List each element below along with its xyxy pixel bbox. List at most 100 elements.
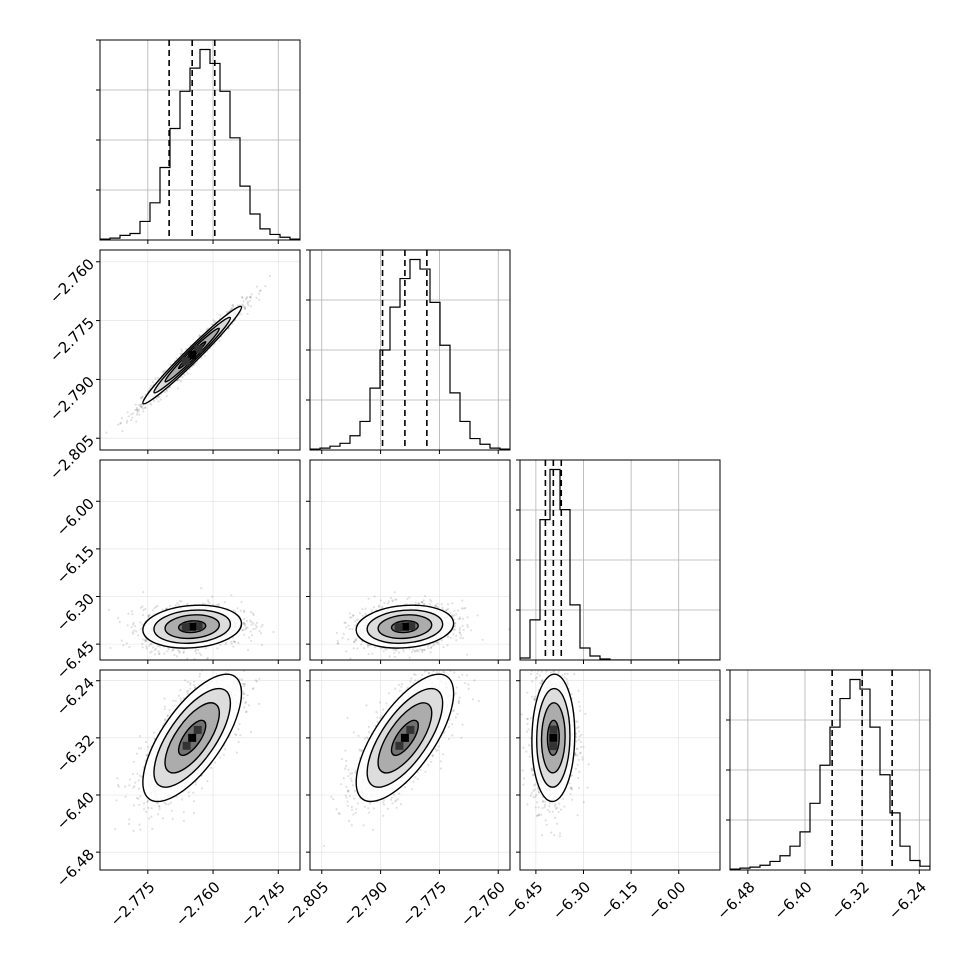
scatter-point <box>135 408 138 411</box>
scatter-point <box>126 411 129 414</box>
scatter-point <box>194 650 197 653</box>
scatter-point <box>232 645 235 648</box>
scatter-point <box>179 699 183 702</box>
scatter-point <box>250 639 253 642</box>
scatter-point <box>363 647 366 650</box>
scatter-point <box>381 605 384 608</box>
scatter-point <box>230 594 233 597</box>
scatter-point <box>249 295 252 298</box>
scatter-point <box>166 715 169 718</box>
panel-1-0 <box>96 249 301 454</box>
scatter-point <box>188 795 191 798</box>
scatter-point <box>459 636 462 640</box>
scatter-point <box>458 628 461 632</box>
scatter-point <box>358 611 361 615</box>
scatter-point <box>243 610 246 614</box>
panel-frame <box>309 249 511 451</box>
scatter-point <box>230 642 233 645</box>
scatter-point <box>445 608 448 612</box>
scatter-point <box>128 818 131 821</box>
scatter-point <box>171 817 174 821</box>
scatter-point <box>411 651 414 654</box>
scatter-point <box>417 650 420 653</box>
scatter-point <box>258 298 261 301</box>
scatter-point <box>155 605 158 609</box>
scatter-point <box>127 415 130 418</box>
scatter-point <box>130 418 133 422</box>
scatter-point <box>212 319 215 322</box>
scatter-point <box>466 616 469 619</box>
scatter-point <box>172 648 175 652</box>
scatter-point <box>366 645 369 648</box>
scatter-point <box>151 609 155 612</box>
scatter-point <box>235 733 238 737</box>
scatter-point <box>246 626 249 629</box>
scatter-point <box>193 686 196 690</box>
scatter-point <box>151 827 154 831</box>
scatter-point <box>353 624 357 627</box>
scatter-point <box>356 647 359 650</box>
scatter-point <box>166 650 169 653</box>
scatter-point <box>150 643 153 646</box>
scatter-point <box>386 602 389 605</box>
scatter-point <box>459 617 462 620</box>
scatter-point <box>433 643 436 647</box>
scatter-point <box>342 632 345 636</box>
scatter-point <box>211 595 214 598</box>
scatter-point <box>383 601 386 605</box>
scatter-point <box>177 694 180 697</box>
scatter-point <box>144 406 147 409</box>
scatter-point <box>153 731 156 734</box>
scatter-point <box>137 403 140 406</box>
scatter-point <box>153 400 156 403</box>
scatter-point <box>142 410 145 413</box>
scatter-point <box>130 626 133 629</box>
scatter-point <box>152 646 155 649</box>
scatter-point <box>193 657 196 660</box>
scatter-point <box>181 350 184 353</box>
scatter-point <box>141 623 144 626</box>
scatter-point <box>142 591 145 594</box>
scatter-point <box>451 614 454 617</box>
scatter-point <box>453 628 456 631</box>
scatter-point <box>177 649 180 652</box>
scatter-point <box>180 600 183 603</box>
scatter-point <box>167 803 170 806</box>
scatter-point <box>139 628 142 631</box>
scatter-point <box>391 600 394 603</box>
scatter-point <box>192 683 195 686</box>
scatter-point <box>139 404 142 407</box>
scatter-point <box>402 650 405 653</box>
scatter-point <box>421 648 424 651</box>
scatter-point <box>231 662 233 664</box>
scatter-point <box>244 307 247 311</box>
scatter-point <box>467 625 470 629</box>
scatter-point <box>144 393 147 396</box>
scatter-point <box>139 621 142 624</box>
scatter-point <box>392 648 395 651</box>
scatter-point <box>132 623 135 626</box>
scatter-point <box>244 628 247 631</box>
scatter-point <box>351 627 354 631</box>
scatter-point <box>446 603 450 606</box>
scatter-point <box>466 624 469 627</box>
panel-2-0 <box>96 459 301 664</box>
scatter-point <box>455 639 458 642</box>
scatter-point <box>141 395 144 398</box>
scatter-point <box>341 636 344 640</box>
scatter-point <box>421 651 424 654</box>
scatter-point <box>279 650 281 652</box>
scatter-point <box>163 697 166 700</box>
scatter-point <box>173 653 176 657</box>
scatter-point <box>447 635 450 638</box>
scatter-point <box>139 396 142 399</box>
scatter-point <box>245 619 249 623</box>
scatter-point <box>136 772 139 775</box>
scatter-point <box>242 629 245 632</box>
scatter-point <box>211 323 214 326</box>
scatter-point <box>126 419 129 423</box>
scatter-point <box>248 636 251 639</box>
scatter-point <box>232 305 235 308</box>
density-peak <box>394 623 403 632</box>
scatter-point <box>354 638 357 641</box>
